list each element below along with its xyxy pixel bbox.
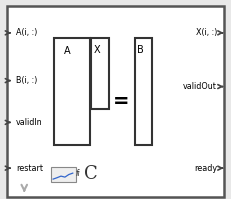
Text: X(i, :): X(i, :) xyxy=(196,28,217,37)
Text: A: A xyxy=(64,46,70,56)
Text: C: C xyxy=(84,165,98,183)
Text: ready: ready xyxy=(194,164,217,173)
Bar xyxy=(51,167,76,182)
Text: B(i, :): B(i, :) xyxy=(16,76,38,85)
Bar xyxy=(54,38,90,145)
Text: validIn: validIn xyxy=(16,118,43,127)
Text: B: B xyxy=(137,45,144,55)
Text: restart: restart xyxy=(16,164,43,173)
Text: X: X xyxy=(94,45,101,55)
Text: fi: fi xyxy=(75,169,80,178)
Text: A(i, :): A(i, :) xyxy=(16,28,38,37)
Text: validOut: validOut xyxy=(183,82,217,91)
Bar xyxy=(91,38,109,109)
Bar xyxy=(135,38,152,145)
Text: =: = xyxy=(113,92,130,111)
